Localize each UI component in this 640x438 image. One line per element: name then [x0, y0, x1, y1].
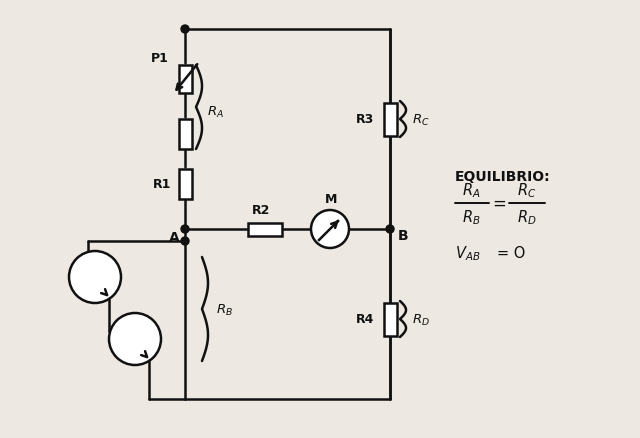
Text: R4: R4 [356, 313, 374, 326]
Circle shape [311, 211, 349, 248]
Text: M: M [325, 193, 337, 205]
Text: P1: P1 [151, 51, 169, 64]
Text: $R_D$: $R_D$ [412, 312, 430, 327]
Text: R3: R3 [356, 113, 374, 126]
Text: $R_A$: $R_A$ [207, 105, 224, 120]
Text: $V_{AB}$: $V_{AB}$ [455, 244, 481, 263]
Text: = O: = O [497, 246, 525, 261]
Text: $R_B$: $R_B$ [461, 208, 480, 226]
Bar [248, 223, 282, 236]
Bar [383, 303, 397, 336]
Text: R2: R2 [252, 204, 270, 216]
Bar [179, 120, 191, 150]
Text: $R_D$: $R_D$ [517, 208, 537, 226]
Circle shape [69, 251, 121, 303]
Text: $R_B$: $R_B$ [216, 302, 233, 317]
Circle shape [181, 226, 189, 233]
Text: EQUILIBRIO:: EQUILIBRIO: [455, 170, 550, 184]
Text: $R_C$: $R_C$ [412, 112, 429, 127]
Text: R1: R1 [153, 178, 172, 191]
Text: $R_A$: $R_A$ [462, 181, 480, 200]
Bar [383, 103, 397, 136]
Circle shape [386, 226, 394, 233]
Text: A: A [169, 230, 180, 244]
Circle shape [181, 26, 189, 34]
Text: =: = [492, 194, 506, 212]
Bar [179, 170, 191, 200]
Circle shape [181, 237, 189, 245]
Text: $R_C$: $R_C$ [517, 181, 537, 200]
Bar [179, 66, 191, 94]
Circle shape [109, 313, 161, 365]
Text: B: B [398, 229, 408, 243]
